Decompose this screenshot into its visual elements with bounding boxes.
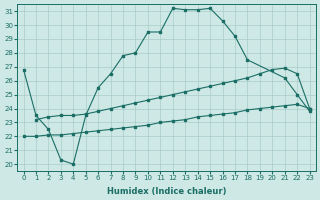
X-axis label: Humidex (Indice chaleur): Humidex (Indice chaleur) (107, 187, 226, 196)
